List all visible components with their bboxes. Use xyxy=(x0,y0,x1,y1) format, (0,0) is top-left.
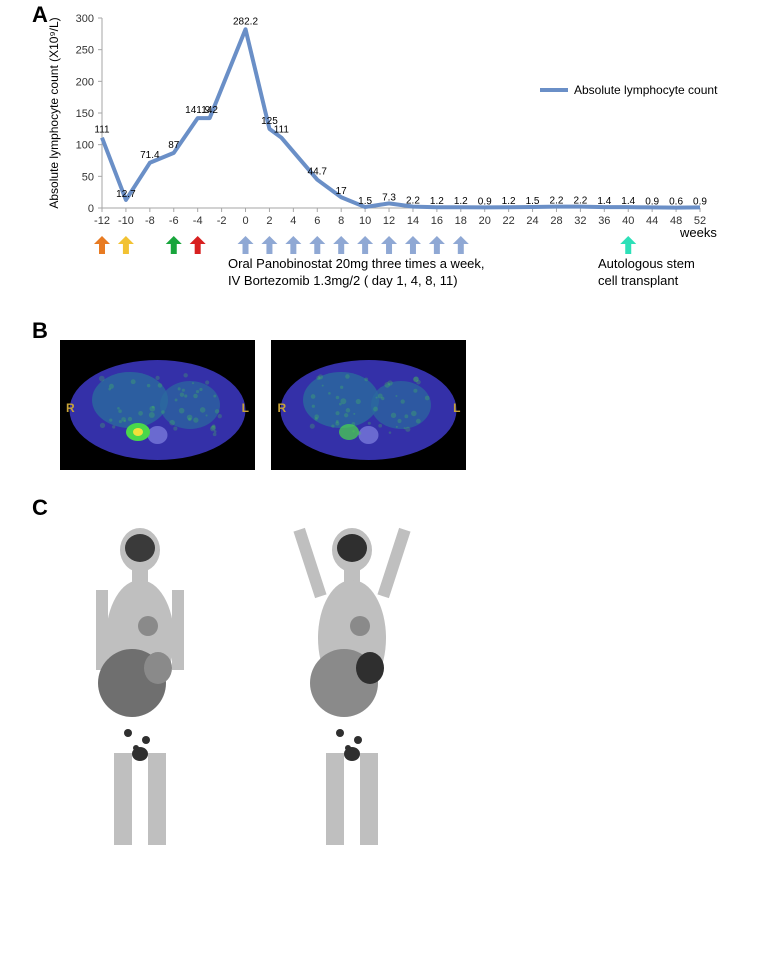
lymphocyte-chart: 050100150200250300Absolute lymphocyte co… xyxy=(40,10,740,270)
svg-text:1.2: 1.2 xyxy=(502,196,516,207)
svg-text:100: 100 xyxy=(76,140,94,152)
svg-text:-4: -4 xyxy=(193,215,203,227)
svg-text:Absolute lymphocyte count: Absolute lymphocyte count xyxy=(574,83,718,97)
svg-text:111: 111 xyxy=(94,125,110,136)
svg-text:0.9: 0.9 xyxy=(693,196,707,207)
scan-R-2: R xyxy=(277,401,286,415)
svg-text:28: 28 xyxy=(550,215,562,227)
panel-B-scans: R L R L xyxy=(60,340,478,475)
panel-label-B: B xyxy=(32,318,48,344)
svg-text:24: 24 xyxy=(526,215,538,227)
pet-mip-1 xyxy=(60,518,220,858)
svg-text:1.5: 1.5 xyxy=(526,196,540,207)
svg-text:12.7: 12.7 xyxy=(116,189,136,200)
svg-text:0.6: 0.6 xyxy=(669,197,683,208)
svg-text:36: 36 xyxy=(598,215,610,227)
svg-text:44.7: 44.7 xyxy=(308,167,328,178)
svg-text:111: 111 xyxy=(274,125,290,136)
svg-text:2.2: 2.2 xyxy=(573,196,587,207)
svg-text:7.3: 7.3 xyxy=(382,192,396,203)
svg-text:-8: -8 xyxy=(145,215,155,227)
svg-text:0: 0 xyxy=(242,215,248,227)
treatment-text: Oral Panobinostat 20mg three times a wee… xyxy=(228,256,485,290)
svg-text:250: 250 xyxy=(76,45,94,57)
svg-text:1.2: 1.2 xyxy=(430,196,444,207)
svg-text:32: 32 xyxy=(574,215,586,227)
panel-label-C: C xyxy=(32,495,48,521)
svg-text:1.2: 1.2 xyxy=(454,196,468,207)
svg-text:2.2: 2.2 xyxy=(406,196,420,207)
svg-text:-6: -6 xyxy=(169,215,179,227)
stem-line2: cell transplant xyxy=(598,273,695,290)
svg-text:22: 22 xyxy=(503,215,515,227)
svg-text:2: 2 xyxy=(266,215,272,227)
svg-text:-10: -10 xyxy=(118,215,134,227)
svg-text:300: 300 xyxy=(76,13,94,25)
svg-text:282.2: 282.2 xyxy=(233,16,258,27)
pet-ct-axial-1: R L xyxy=(60,340,255,475)
scan-L-2: L xyxy=(453,401,460,415)
pet-ct-axial-2: R L xyxy=(271,340,466,475)
svg-text:20: 20 xyxy=(479,215,491,227)
pet-mip-2 xyxy=(272,518,432,858)
stemcell-text: Autologous stem cell transplant xyxy=(598,256,695,290)
svg-text:0: 0 xyxy=(88,203,94,215)
treatment-line2: IV Bortezomib 1.3mg/2 ( day 1, 4, 8, 11) xyxy=(228,273,485,290)
svg-text:2.2: 2.2 xyxy=(550,196,564,207)
svg-text:200: 200 xyxy=(76,76,94,88)
svg-text:16: 16 xyxy=(431,215,443,227)
treatment-line1: Oral Panobinostat 20mg three times a wee… xyxy=(228,256,485,273)
svg-text:-2: -2 xyxy=(217,215,227,227)
svg-text:71.4: 71.4 xyxy=(140,150,160,161)
svg-text:12: 12 xyxy=(383,215,395,227)
svg-text:Absolute lymphocyte count (X1: Absolute lymphocyte count (X10⁹/L) xyxy=(47,17,61,208)
svg-text:44: 44 xyxy=(646,215,658,227)
scan-L-1: L xyxy=(242,401,249,415)
weeks-label: weeks xyxy=(680,225,717,242)
svg-text:14: 14 xyxy=(407,215,419,227)
svg-text:4: 4 xyxy=(290,215,296,227)
svg-text:1.4: 1.4 xyxy=(621,196,635,207)
svg-text:6: 6 xyxy=(314,215,320,227)
svg-text:40: 40 xyxy=(622,215,634,227)
svg-text:0.9: 0.9 xyxy=(478,196,492,207)
svg-text:10: 10 xyxy=(359,215,371,227)
svg-text:87: 87 xyxy=(168,140,180,151)
scan-R-1: R xyxy=(66,401,75,415)
svg-text:142: 142 xyxy=(201,105,218,116)
svg-text:150: 150 xyxy=(76,108,94,120)
svg-text:0.9: 0.9 xyxy=(645,196,659,207)
panel-C-scans xyxy=(60,518,444,858)
svg-text:18: 18 xyxy=(455,215,467,227)
svg-text:50: 50 xyxy=(82,171,94,183)
svg-text:-12: -12 xyxy=(94,215,110,227)
stem-line1: Autologous stem xyxy=(598,256,695,273)
svg-text:1.4: 1.4 xyxy=(597,196,611,207)
svg-text:17: 17 xyxy=(336,186,348,197)
svg-text:8: 8 xyxy=(338,215,344,227)
svg-text:1.5: 1.5 xyxy=(358,196,372,207)
